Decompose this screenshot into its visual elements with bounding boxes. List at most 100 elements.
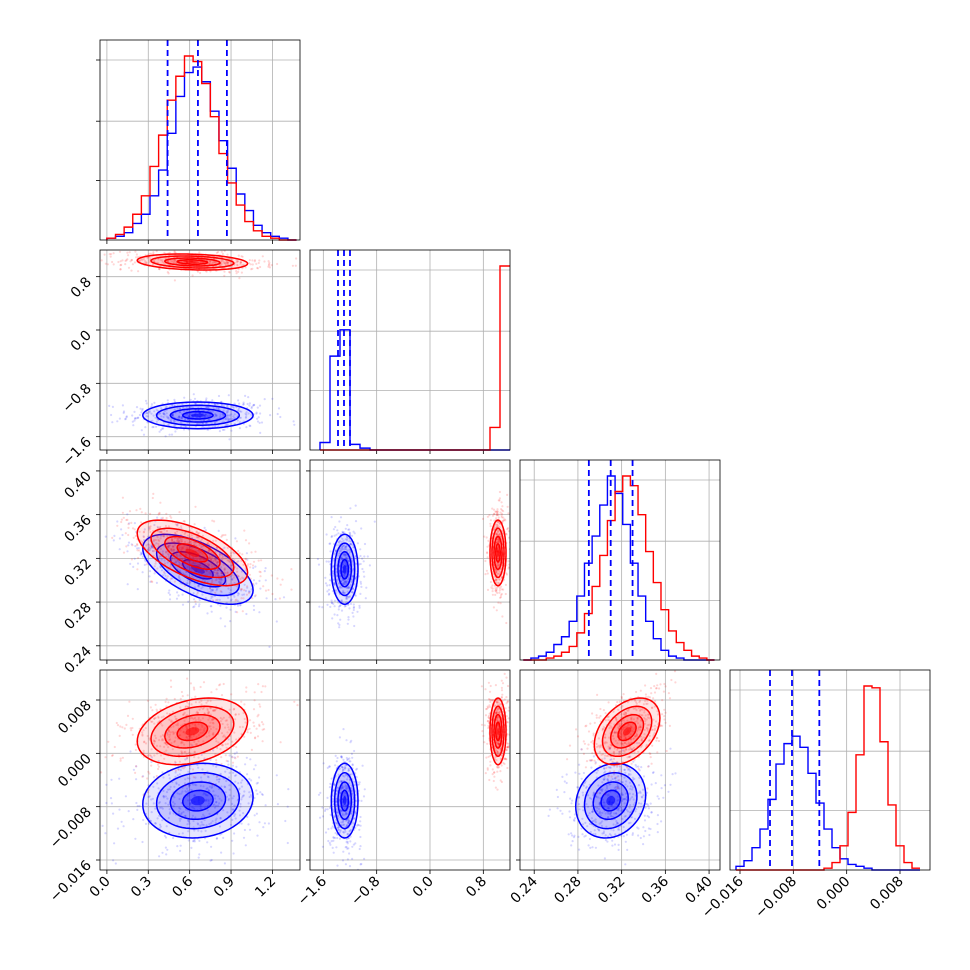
panel-background: [520, 460, 720, 660]
contour-line: [164, 713, 221, 749]
contour-line: [142, 762, 254, 839]
density-fill: [623, 727, 632, 736]
y-tick-label: −0.008: [47, 804, 95, 852]
y-tick-label: 0.008: [55, 698, 95, 738]
contour-line: [601, 705, 653, 758]
x-tick-label: 0.9: [211, 874, 238, 901]
contour-line: [142, 533, 254, 605]
x-tick-label: 0.3: [128, 874, 155, 901]
contour-line: [333, 771, 356, 830]
panel-background: [100, 670, 300, 870]
x-tick-label: 0.36: [639, 873, 672, 906]
panel-frame: [519, 669, 721, 871]
contour-line: [493, 713, 503, 749]
panel-background: [100, 40, 300, 240]
panel-background: [100, 460, 300, 660]
contour-line: [150, 705, 235, 758]
contour-line: [333, 542, 356, 597]
contour-line: [493, 535, 503, 571]
panel-background: [520, 670, 720, 870]
panel-content: [547, 670, 677, 866]
panel-frame: [99, 669, 301, 871]
contour-line: [150, 255, 235, 269]
y-tick-label: 0.8: [68, 274, 95, 301]
y-tick-label: −1.6: [59, 434, 94, 469]
panel-content: [100, 250, 298, 450]
panel-frame: [99, 459, 301, 661]
x-tick-label: 0.0: [87, 874, 114, 901]
panel-content: [104, 492, 293, 649]
plot-layer: −1.6 −0.8 0.0 0.8 0.24 0.28 0.32 0.36 0.40 0.0 0.3…: [47, 39, 931, 921]
contour-line: [489, 519, 507, 587]
histogram-red: [523, 475, 715, 661]
contour-line: [491, 705, 505, 758]
contour-line: [340, 558, 350, 580]
y-tick-label: 0.000: [55, 751, 95, 791]
contour-line: [169, 781, 227, 821]
contour-line: [574, 762, 647, 839]
contour-line: [330, 533, 359, 606]
contour-line: [592, 781, 629, 821]
y-tick-label: 0.32: [61, 556, 94, 589]
contour-line: [491, 527, 505, 579]
x-tick-label: −1.6: [295, 873, 330, 908]
contour-line: [489, 697, 507, 766]
panel-content: [100, 677, 299, 865]
x-tick-label: 0.6: [169, 873, 196, 900]
contour-line: [182, 410, 214, 420]
contour-line: [583, 771, 638, 830]
density-fill: [343, 796, 347, 806]
contour-line: [340, 789, 350, 812]
panel-frame: [519, 459, 721, 661]
density-fill: [185, 548, 200, 557]
density-fill: [497, 727, 499, 736]
density-fill: [343, 564, 347, 574]
contour-line: [495, 543, 501, 563]
panel-frame: [99, 39, 301, 241]
contour-line: [176, 259, 209, 265]
contour-line: [164, 535, 221, 571]
x-tick-label: 1.2: [252, 874, 279, 901]
contour-line: [330, 762, 359, 839]
contour-line: [182, 789, 214, 812]
x-tick-label: 0.28: [551, 874, 584, 907]
histogram-blue: [523, 475, 715, 661]
density-fill: [185, 261, 200, 263]
panel-background: [310, 670, 510, 870]
contour-line: [176, 721, 209, 742]
contour-line: [155, 404, 241, 427]
x-tick-label: 0.008: [867, 874, 907, 914]
contour-line: [155, 771, 241, 830]
density-fill: [497, 548, 499, 557]
contour-line: [150, 527, 235, 579]
contour-line: [337, 551, 353, 588]
y-tick-label: 0.40: [61, 468, 94, 501]
panel-frame: [309, 249, 511, 451]
contour-line: [136, 253, 249, 271]
y-tick-label: 0.24: [61, 643, 94, 676]
panel-frame: [729, 669, 931, 871]
panel-frame: [309, 459, 511, 661]
contour-line: [600, 789, 622, 812]
contour-line: [337, 781, 353, 821]
x-tick-label: −0.8: [348, 874, 383, 909]
contour-line: [136, 697, 249, 766]
panel-content: [317, 672, 510, 870]
density-fill: [191, 796, 205, 806]
contour-line: [593, 697, 661, 766]
contour-line: [169, 407, 227, 423]
contour-line: [182, 558, 214, 580]
panel-frame: [309, 669, 511, 871]
contour-line: [495, 721, 501, 742]
x-tick-label: 0.32: [595, 874, 628, 907]
contour-line: [142, 401, 254, 430]
panel-frame: [99, 249, 301, 451]
contour-line: [617, 721, 637, 742]
y-tick-label: −0.016: [47, 857, 95, 905]
x-tick-label: 0.000: [814, 874, 854, 914]
x-tick-label: 0.0: [410, 874, 437, 901]
contour-line: [136, 519, 249, 587]
panel-content: [316, 490, 510, 629]
contour-line: [176, 543, 209, 563]
